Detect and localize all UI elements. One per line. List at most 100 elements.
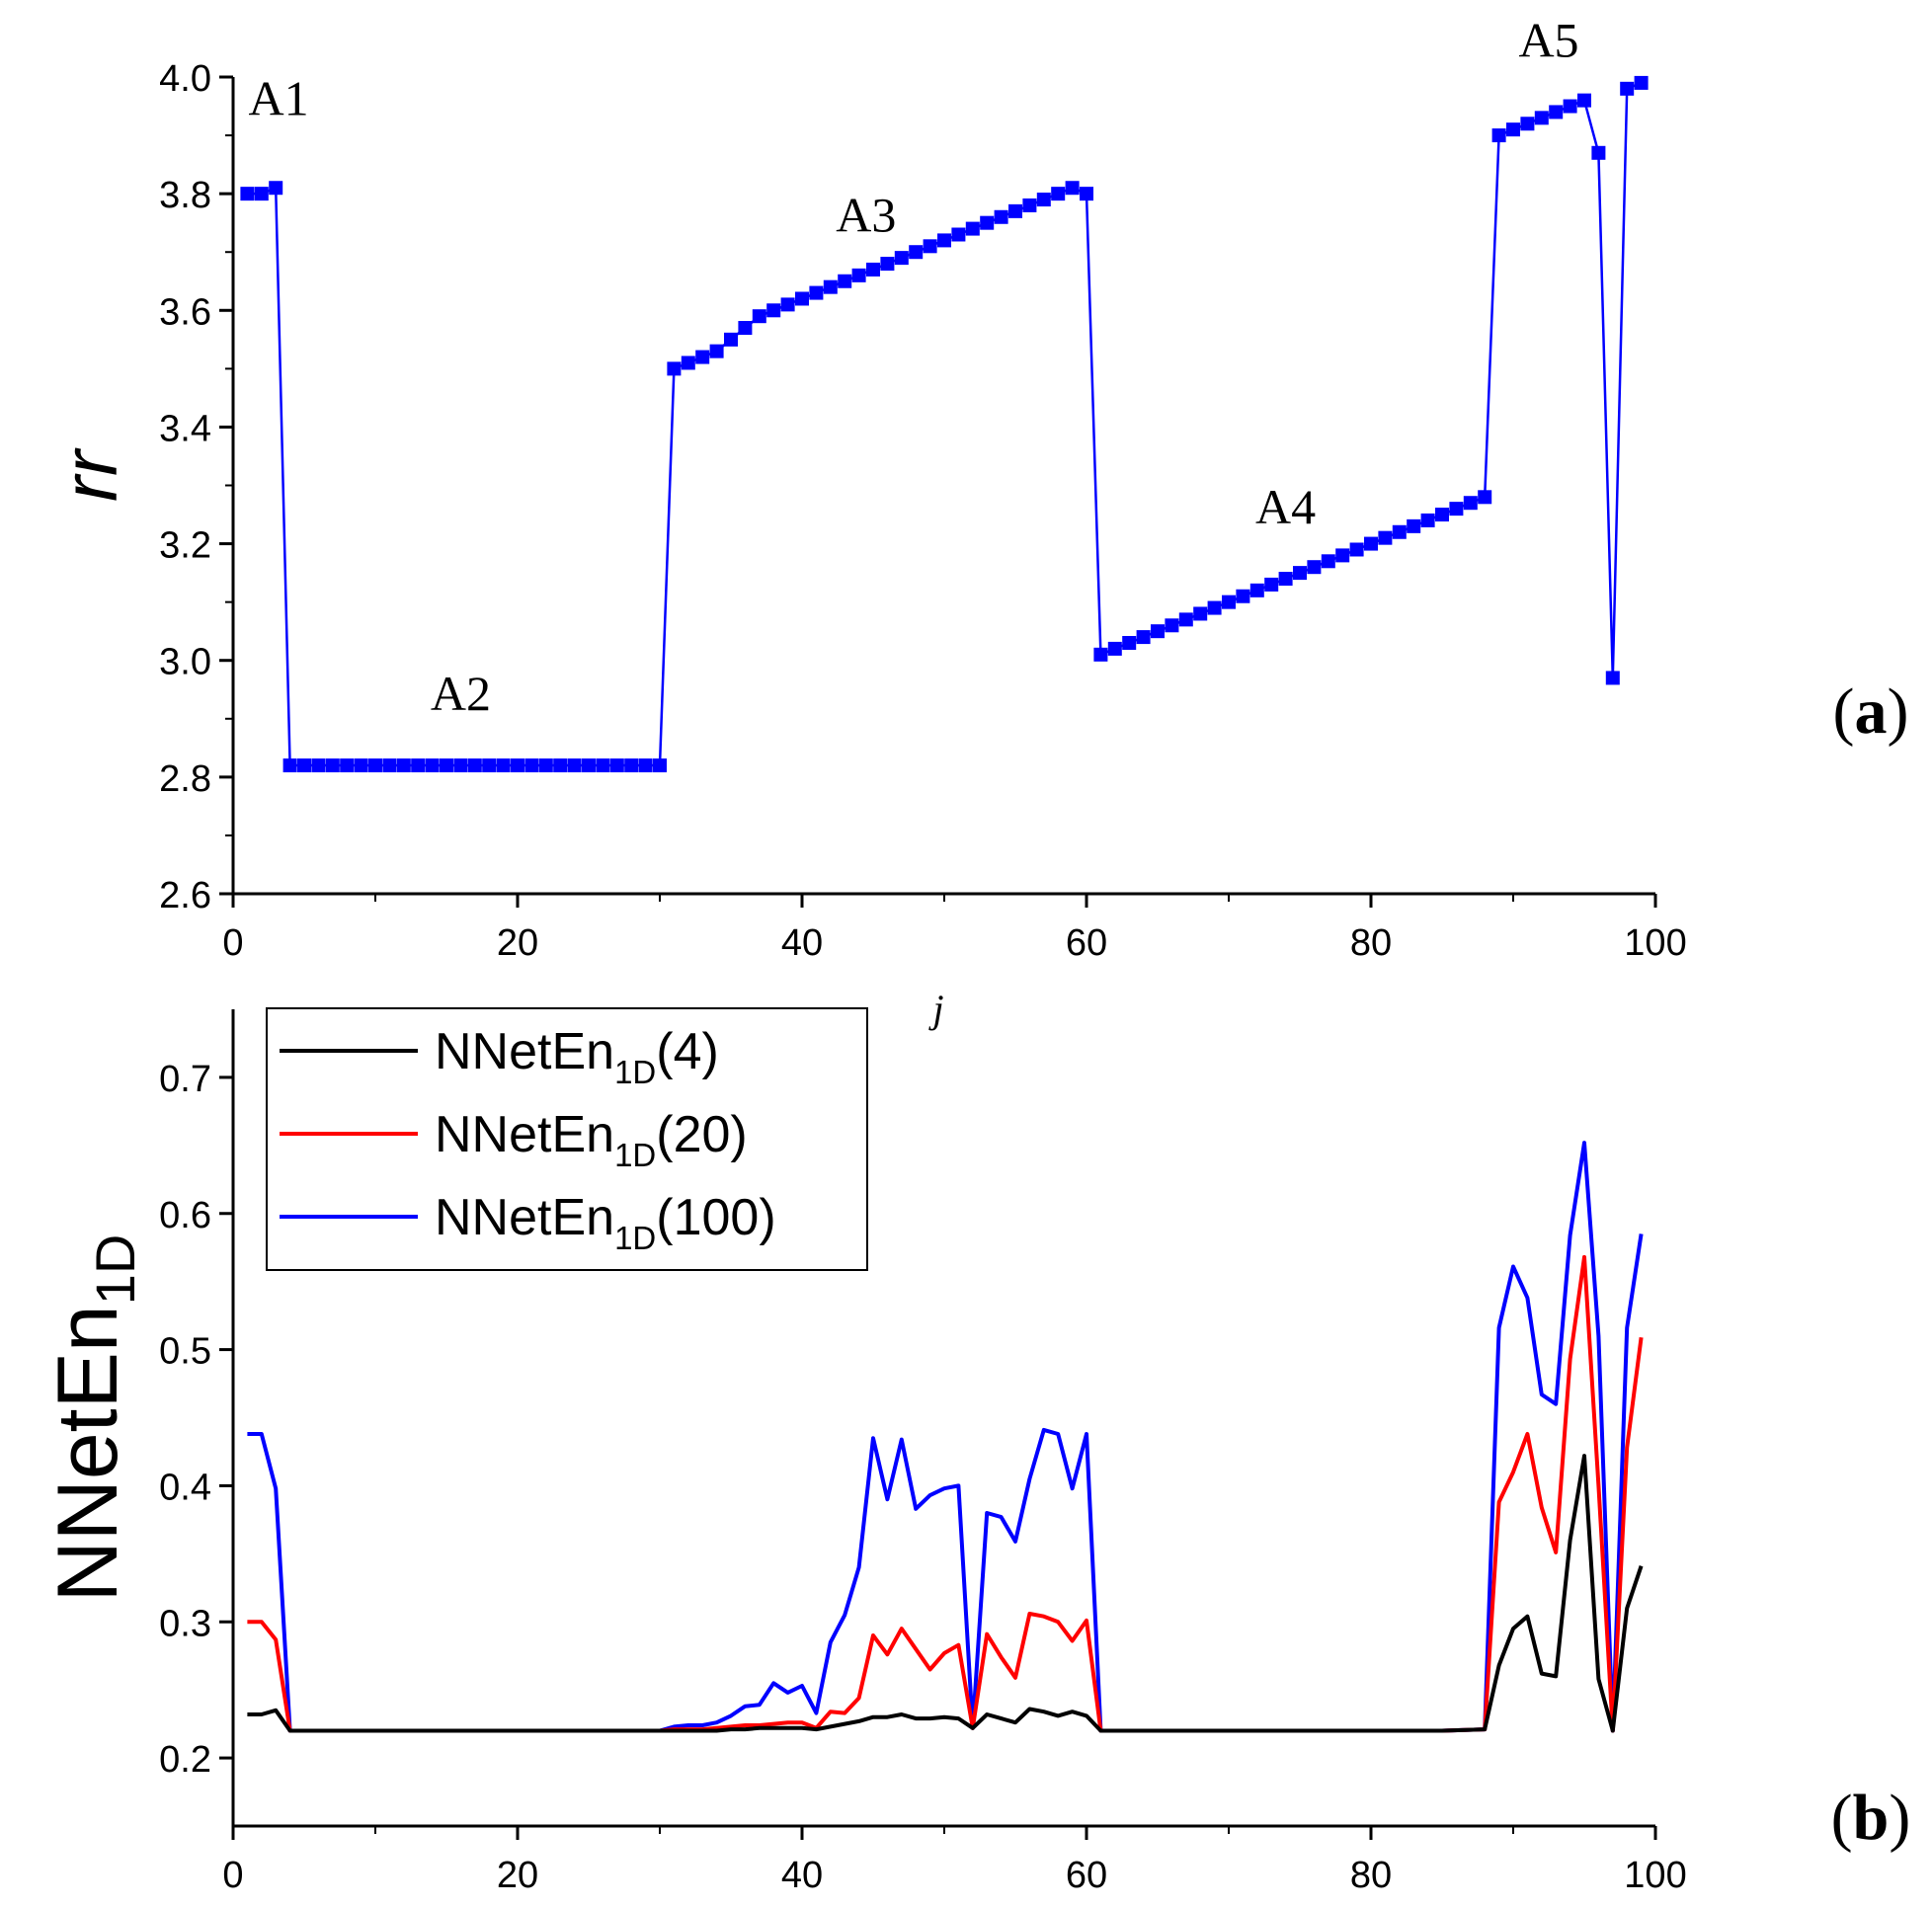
rr-data-point: [1420, 513, 1435, 527]
rr-data-point: [724, 332, 738, 347]
rr-data-point: [1463, 496, 1478, 511]
rr-data-point: [1563, 99, 1577, 114]
a-y-tick-label: 3.8: [159, 175, 211, 216]
rr-data-point: [1506, 122, 1520, 137]
rr-data-point: [880, 257, 895, 272]
rr-data-point: [453, 758, 468, 773]
rr-data-point: [311, 758, 326, 773]
rr-data-point: [567, 758, 582, 773]
rr-data-point: [325, 758, 340, 773]
rr-data-point: [894, 251, 909, 266]
rr-data-point: [496, 758, 511, 773]
rr-data-point: [1008, 203, 1022, 218]
rr-data-point: [1478, 490, 1492, 505]
rr-data-point: [1122, 635, 1137, 650]
rr-data-point: [1293, 566, 1307, 581]
rr-data-point: [354, 758, 368, 773]
a-x-tick-label: 0: [222, 922, 243, 964]
panel-b-series-layer: [247, 1141, 1644, 1733]
a-x-tick-label: 40: [781, 922, 823, 964]
rr-data-point: [1520, 117, 1535, 131]
a-y-tick-label: 3.2: [159, 525, 211, 567]
rr-data-point: [923, 239, 937, 254]
rr-data-point: [1222, 595, 1236, 609]
rr-data-point: [1036, 193, 1051, 207]
rr-data-point: [695, 350, 710, 364]
rr-data-point: [1022, 198, 1037, 212]
rr-data-point: [1236, 589, 1250, 603]
a-y-tick-label: 3.6: [159, 291, 211, 333]
rr-data-point: [965, 221, 980, 236]
panel-a-series-layer: [240, 75, 1649, 773]
rr-data-point: [340, 758, 355, 773]
region-label: A4: [1255, 479, 1316, 534]
region-label: A3: [836, 188, 896, 243]
legend-label: NNetEn1D(20): [435, 1106, 748, 1173]
b-x-tick-label: 40: [781, 1855, 823, 1896]
rr-data-point: [1178, 612, 1193, 627]
panel-a-y-axis-title: rr: [46, 447, 133, 502]
b-y-tick-label: 0.7: [159, 1059, 211, 1100]
rr-data-point: [1364, 536, 1378, 551]
rr-data-point: [411, 758, 426, 773]
rr-data-point: [709, 344, 724, 358]
rr-data-point: [1249, 583, 1264, 597]
rr-data-point: [240, 187, 255, 201]
rr-data-point: [1080, 187, 1093, 201]
rr-data-point: [1392, 524, 1407, 539]
rr-data-point: [582, 758, 596, 773]
panel-a-x-axis-title: j: [927, 987, 943, 1031]
rr-data-point: [795, 291, 809, 306]
rr-data-point: [1051, 187, 1066, 201]
rr-data-point: [653, 758, 667, 773]
panel-b-y-axis-title: NNetEn1D: [40, 1234, 146, 1603]
b-y-tick-label: 0.4: [159, 1467, 211, 1508]
rr-data-point: [1264, 577, 1279, 592]
region-label: A1: [249, 70, 309, 125]
rr-data-point: [1591, 145, 1606, 160]
panel-a-annotations: A1 A2 A3 A4 A5: [249, 12, 1579, 721]
rr-data-point: [809, 285, 824, 300]
a-x-tick-label: 80: [1350, 922, 1392, 964]
rr-data-point: [368, 758, 382, 773]
rr-data-point: [1349, 542, 1364, 557]
b-x-tick-label: 100: [1624, 1855, 1686, 1896]
rr-data-point: [866, 262, 880, 277]
legend-entry: NNetEn1D(4): [280, 1023, 719, 1090]
rr-data-point: [553, 758, 568, 773]
rr-data-point: [1335, 548, 1350, 563]
region-label: A2: [431, 666, 491, 721]
b-x-tick-label: 80: [1350, 1855, 1392, 1896]
panel-a-ticks: 0 20 40 60 80 100 2.6 2.8 3.0 3.2 3.4 3.6 3.8 4.0: [159, 58, 1687, 964]
rr-data-point: [909, 245, 924, 260]
a-x-tick-label: 20: [497, 922, 538, 964]
rr-data-point: [382, 758, 397, 773]
rr-data-point: [994, 209, 1008, 224]
a-x-tick-label: 100: [1624, 922, 1686, 964]
nneten-4-series-line: [247, 1454, 1644, 1733]
rr-data-point: [1449, 502, 1464, 517]
rr-data-point: [538, 758, 553, 773]
rr-data-point: [752, 309, 766, 324]
rr-data-point: [667, 361, 682, 376]
rr-data-point: [1151, 624, 1165, 639]
b-x-tick-label: 20: [497, 1855, 538, 1896]
rr-data-point: [1577, 93, 1591, 108]
rr-data-point: [980, 215, 995, 230]
rr-data-point: [1605, 671, 1620, 685]
rr-data-point: [269, 181, 283, 196]
rr-data-point: [823, 279, 838, 294]
rr-data-point: [609, 758, 624, 773]
panel-b-ticks: 0 20 40 60 80 100 0.2 0.3 0.4 0.5 0.6 0.7: [159, 1059, 1687, 1896]
b-x-tick-label: 60: [1066, 1855, 1107, 1896]
rr-data-point: [1307, 560, 1322, 575]
rr-data-point: [681, 356, 695, 370]
rr-data-point: [1278, 572, 1293, 587]
a-y-tick-label: 3.0: [159, 642, 211, 683]
rr-data-point: [951, 227, 966, 242]
b-y-tick-label: 0.5: [159, 1331, 211, 1373]
rr-data-point: [1435, 508, 1449, 522]
b-y-tick-label: 0.6: [159, 1195, 211, 1236]
rr-data-point: [1107, 641, 1122, 656]
rr-data-point: [1207, 600, 1222, 615]
